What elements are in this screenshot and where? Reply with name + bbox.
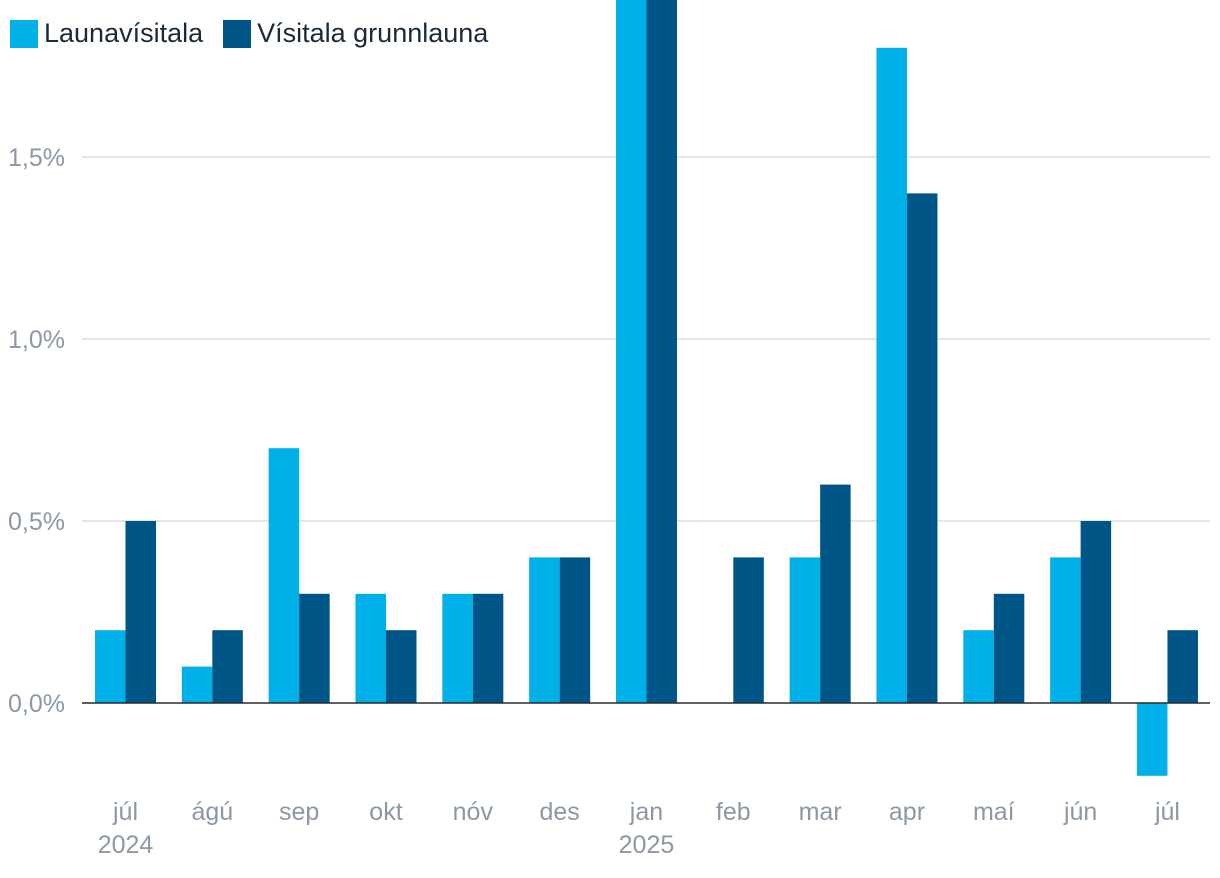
bar-visitala-grunnlauna (1080, 521, 1112, 703)
bar-visitala-grunnlauna (1167, 630, 1198, 703)
x-tick-label: jan (629, 798, 663, 826)
x-tick-label: sep (279, 798, 319, 826)
bar-launavisitala (529, 557, 560, 703)
x-tick-label: feb (716, 798, 751, 826)
bar-launavisitala (181, 666, 213, 703)
bar-launavisitala (355, 593, 386, 703)
legend-swatch-visitala-grunnlauna (223, 19, 252, 48)
bar-visitala-grunnlauna (906, 193, 938, 703)
bar-visitala-grunnlauna (993, 593, 1025, 703)
bar-launavisitala (1136, 703, 1168, 776)
legend: Launavísitala Vísitala grunnlauna (10, 18, 488, 49)
x-tick-label: des (539, 798, 579, 826)
x-tick-label: nóv (453, 798, 494, 826)
bar-visitala-grunnlauna (385, 630, 417, 703)
x-tick-label: okt (369, 798, 402, 826)
bar-visitala-grunnlauna (559, 557, 591, 703)
bar-visitala-grunnlauna (472, 593, 504, 703)
legend-swatch-launavisitala (10, 19, 38, 48)
bar-launavisitala (1050, 557, 1081, 703)
bar-launavisitala (442, 593, 473, 703)
x-year-label: 2024 (98, 831, 154, 859)
legend-item-visitala-grunnlauna: Vísitala grunnlauna (223, 18, 488, 49)
bar-launavisitala (789, 557, 821, 703)
legend-item-launavisitala: Launavísitala (10, 18, 203, 49)
x-tick-label: apr (889, 798, 925, 826)
y-tick-label: 0,0% (8, 690, 65, 718)
x-tick-label: maí (973, 798, 1015, 826)
bar-visitala-grunnlauna (212, 630, 243, 703)
legend-label-visitala-grunnlauna: Vísitala grunnlauna (257, 18, 489, 48)
bar-launavisitala (95, 630, 126, 703)
bar-visitala-grunnlauna (125, 521, 156, 703)
bar-launavisitala (876, 47, 907, 704)
x-tick-label: jún (1063, 798, 1097, 826)
bar-launavisitala (615, 0, 647, 704)
y-tick-label: 1,0% (8, 326, 65, 354)
x-tick-label: júl (1154, 798, 1180, 826)
bar-launavisitala (268, 448, 300, 703)
bar-launavisitala (963, 630, 994, 703)
bar-visitala-grunnlauna (820, 484, 851, 703)
x-tick-label: mar (799, 798, 842, 826)
bar-visitala-grunnlauna (733, 557, 764, 703)
x-tick-label: júl (112, 798, 138, 826)
y-tick-label: 1,5% (8, 144, 65, 172)
legend-label-launavisitala: Launavísitala (44, 18, 204, 48)
x-year-label: 2025 (619, 831, 675, 859)
bar-visitala-grunnlauna (299, 593, 330, 703)
y-tick-label: 0,5% (8, 508, 65, 536)
bar-visitala-grunnlauna (646, 0, 677, 703)
x-tick-label: ágú (191, 798, 233, 826)
